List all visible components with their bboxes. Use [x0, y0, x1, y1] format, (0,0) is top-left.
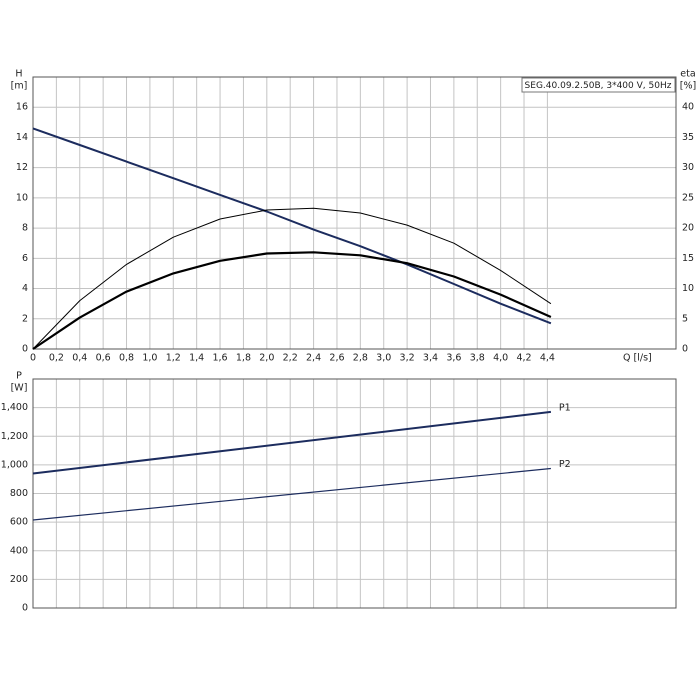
y-tick-label: 200: [10, 574, 28, 585]
y2-axis-unit: [%]: [680, 81, 696, 92]
x-tick-label: 4,4: [540, 353, 555, 364]
y2-tick-label: 0: [682, 344, 688, 355]
y-tick-label: 2: [22, 313, 28, 324]
y2-axis-label: eta: [680, 69, 695, 80]
x-tick-label: 2,0: [259, 353, 274, 364]
x-tick-label: 2,2: [283, 353, 298, 364]
y2-tick-label: 30: [682, 162, 694, 173]
y2-tick-label: 15: [682, 253, 694, 264]
title-box: [521, 77, 676, 93]
series-line: [32, 207, 552, 350]
y2-tick-label: 20: [682, 223, 694, 234]
x-tick-label: 3,0: [376, 353, 391, 364]
x-tick-label: 4,0: [493, 353, 508, 364]
y-axis-unit: [m]: [11, 81, 28, 92]
y2-tick-label: 40: [682, 102, 694, 113]
y-tick-label: 8: [22, 223, 28, 234]
y-tick-label: 1,400: [1, 402, 28, 413]
y-tick-label: 600: [10, 517, 28, 528]
y-tick-label: 10: [16, 192, 28, 203]
y2-tick-label: 5: [682, 313, 688, 324]
x-tick-label: 1,4: [189, 353, 204, 364]
y-tick-label: 1,200: [1, 431, 28, 442]
y-axis-label: H: [15, 69, 22, 80]
x-tick-label: 1,6: [212, 353, 227, 364]
x-tick-label: 0,2: [49, 353, 64, 364]
x-tick-label: 3,8: [470, 353, 485, 364]
x-tick-label: 3,6: [446, 353, 461, 364]
x-tick-label: 0,8: [119, 353, 134, 364]
series-label: P2: [559, 459, 571, 470]
y2-tick-label: 25: [682, 192, 694, 203]
y2-tick-label: 10: [682, 283, 694, 294]
plot-frame: [32, 76, 677, 350]
x-tick-label: 3,4: [423, 353, 438, 364]
chart-title: SEG.40.09.2.50B, 3*400 V, 50Hz: [525, 81, 672, 91]
series-label: P1: [559, 402, 571, 413]
plot-frame: [32, 378, 677, 609]
x-tick-label: 2,4: [306, 353, 321, 364]
x-tick-label: 3,2: [400, 353, 415, 364]
x-tick-label: 4,2: [516, 353, 531, 364]
y-tick-label: 4: [22, 283, 28, 294]
y-axis-unit: [W]: [11, 383, 28, 394]
series-line: [32, 410, 552, 475]
y-axis-label: P: [16, 371, 22, 382]
x-tick-label: 0,4: [72, 353, 87, 364]
series-line: [32, 251, 552, 350]
y2-tick-label: 35: [682, 132, 694, 143]
x-tick-label: 2,8: [353, 353, 368, 364]
y-tick-label: 1,000: [1, 459, 28, 470]
y-tick-label: 0: [22, 344, 28, 355]
x-tick-label: 1,0: [142, 353, 157, 364]
x-tick-label: 2,6: [329, 353, 344, 364]
y-tick-label: 6: [22, 253, 28, 264]
y-tick-label: 400: [10, 545, 28, 556]
y-tick-label: 16: [16, 102, 28, 113]
x-axis-label: Q [l/s]: [623, 353, 652, 364]
x-tick-label: 1,2: [166, 353, 181, 364]
y-tick-label: 12: [16, 162, 28, 173]
y-tick-label: 0: [22, 603, 28, 614]
y-tick-label: 800: [10, 488, 28, 499]
x-tick-label: 0,6: [96, 353, 111, 364]
x-tick-label: 1,8: [236, 353, 251, 364]
y-tick-label: 14: [16, 132, 28, 143]
series-line: [32, 127, 552, 325]
x-tick-label: 0: [30, 353, 36, 364]
series-line: [32, 467, 551, 521]
